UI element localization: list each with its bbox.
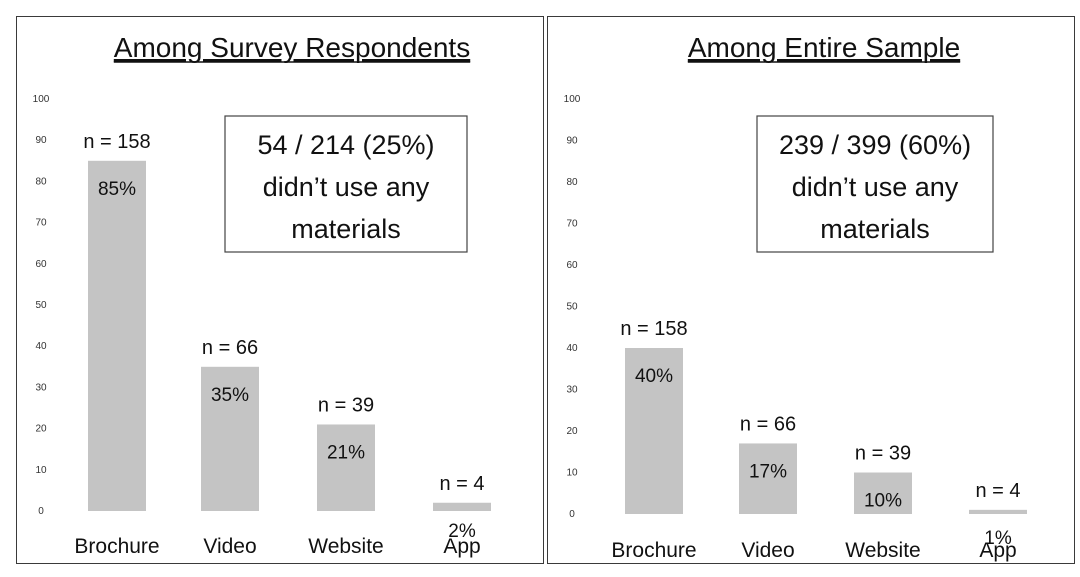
y-tick-label: 20 [566, 426, 578, 437]
y-tick-label: 0 [38, 506, 44, 517]
y-tick-label: 100 [564, 94, 581, 105]
bar-brochure [88, 160, 146, 512]
y-tick-label: 90 [35, 135, 47, 146]
count-label: n = 4 [439, 473, 484, 495]
bar-website [317, 424, 375, 511]
annotation-line: 239 / 399 (60%) [779, 130, 971, 160]
count-label: n = 66 [740, 413, 796, 435]
count-label: n = 158 [83, 131, 150, 153]
y-tick-label: 10 [35, 465, 47, 476]
count-label: n = 4 [975, 480, 1020, 502]
value-label: 17% [749, 461, 787, 482]
count-label: n = 39 [318, 394, 374, 416]
y-tick-label: 60 [566, 260, 578, 271]
value-label: 1% [984, 528, 1012, 549]
annotation-line: 54 / 214 (25%) [257, 130, 434, 160]
x-category-label: Brochure [74, 535, 159, 558]
x-category-label: Website [308, 535, 383, 558]
y-tick-label: 100 [33, 94, 50, 105]
y-tick-label: 60 [35, 259, 47, 270]
y-tick-label: 50 [35, 300, 47, 311]
chart-panel-survey-respondents: Among Survey Respondents 0 10 20 30 40 50 60 70 8… [16, 16, 544, 564]
annotation-line: didn’t use any [792, 172, 959, 202]
y-tick-label: 70 [566, 219, 578, 230]
chart-title: Among Entire Sample [688, 32, 960, 63]
y-tick-label: 0 [569, 509, 575, 520]
x-category-label: App [979, 539, 1016, 562]
value-label: 85% [98, 179, 136, 200]
y-tick-label: 50 [566, 302, 578, 313]
annotation-line: materials [291, 214, 401, 244]
bar-chart-entire-sample: Among Entire Sample 0 10 20 30 40 50 60 70 80 90 10… [564, 32, 1027, 562]
y-tick-label: 30 [35, 382, 47, 393]
annotation-line: didn’t use any [263, 172, 430, 202]
bar-brochure [625, 348, 683, 514]
bar-video [201, 366, 259, 511]
bar-video [739, 443, 797, 514]
count-label: n = 158 [620, 318, 687, 340]
y-tick-label: 40 [566, 343, 578, 354]
count-label: n = 66 [202, 337, 258, 359]
x-category-label: Website [845, 539, 920, 562]
x-category-label: App [443, 535, 480, 558]
value-label: 40% [635, 366, 673, 387]
x-category-label: Brochure [611, 539, 696, 562]
x-category-label: Video [203, 535, 256, 558]
bar-website [854, 472, 912, 514]
value-label: 35% [211, 385, 249, 406]
y-tick-label: 80 [566, 177, 578, 188]
annotation-box [224, 115, 468, 253]
annotation-box [756, 115, 994, 253]
count-label: n = 39 [855, 443, 911, 465]
x-category-label: Video [741, 539, 794, 562]
y-tick-label: 10 [566, 468, 578, 479]
y-tick-label: 30 [566, 385, 578, 396]
annotation-line: materials [820, 214, 930, 244]
bar-app [433, 502, 491, 511]
bar-chart-survey-respondents: Among Survey Respondents 0 10 20 30 40 50 60 70 8… [33, 32, 491, 558]
y-tick-label: 70 [35, 218, 47, 229]
y-tick-label: 40 [35, 341, 47, 352]
value-label: 10% [864, 491, 902, 512]
chart-title: Among Survey Respondents [114, 32, 470, 63]
y-tick-label: 90 [566, 136, 578, 147]
bar-app [969, 509, 1027, 514]
y-tick-label: 20 [35, 424, 47, 435]
value-label: 2% [448, 521, 476, 542]
value-label: 21% [327, 442, 365, 463]
chart-panel-entire-sample: Among Entire Sample 0 10 20 30 40 50 60 70 80 90 10… [547, 16, 1075, 564]
y-tick-label: 80 [35, 176, 47, 187]
